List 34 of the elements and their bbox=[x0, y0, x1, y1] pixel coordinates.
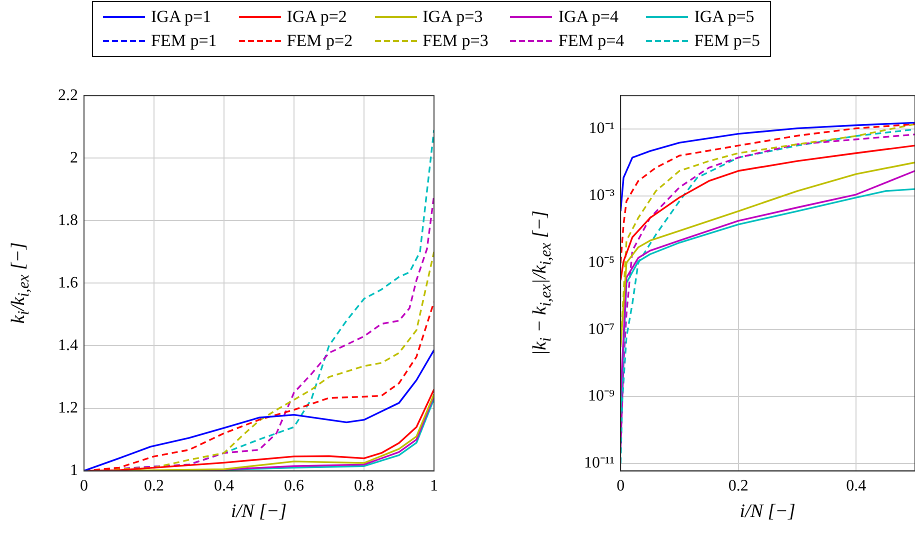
legend-label: FEM p=5 bbox=[694, 31, 760, 51]
legend-label: IGA p=5 bbox=[694, 7, 754, 27]
legend-label: FEM p=3 bbox=[422, 31, 488, 51]
y-tick-label: 10⁻¹ bbox=[588, 120, 615, 138]
legend-label: IGA p=1 bbox=[151, 7, 212, 27]
x-axis-title: i/N [−] bbox=[740, 500, 796, 523]
y-tick-label: 10⁻⁵ bbox=[588, 254, 615, 271]
y-tick-label: 1.6 bbox=[58, 274, 78, 292]
x-tick-label: 0 bbox=[80, 478, 88, 495]
legend-label: FEM p=1 bbox=[151, 31, 217, 51]
y-tick-label: 10⁻¹¹ bbox=[584, 454, 615, 472]
legend-label: IGA p=3 bbox=[422, 7, 483, 27]
y-tick-label: 1.2 bbox=[58, 399, 78, 416]
x-axis-title: i/N [−] bbox=[231, 500, 287, 523]
x-tick-label: 0.4 bbox=[846, 478, 866, 495]
y-tick-label: 2 bbox=[70, 149, 78, 166]
legend-label: IGA p=2 bbox=[286, 7, 347, 27]
x-tick-label: 0.6 bbox=[284, 478, 304, 495]
y-tick-label: 10⁻³ bbox=[588, 187, 615, 204]
x-tick-label: 0 bbox=[616, 478, 625, 495]
legend-label: IGA p=4 bbox=[558, 7, 619, 27]
y-tick-label: 1.8 bbox=[58, 212, 78, 229]
y-tick-label: 1.4 bbox=[58, 336, 78, 354]
x-tick-label: 0.8 bbox=[354, 478, 374, 495]
y-tick-label: 10⁻⁹ bbox=[588, 388, 616, 405]
y-tick-label: 2.2 bbox=[58, 86, 78, 104]
x-tick-label: 0.4 bbox=[214, 478, 234, 495]
y-tick-label: 10⁻⁷ bbox=[588, 320, 615, 338]
x-tick-label: 0.2 bbox=[144, 478, 164, 495]
x-tick-label: 0.2 bbox=[728, 478, 748, 495]
x-tick-label: 1 bbox=[430, 478, 438, 495]
y-tick-label: 1 bbox=[70, 462, 78, 480]
legend-label: FEM p=4 bbox=[558, 31, 624, 51]
legend-label: FEM p=2 bbox=[286, 31, 353, 51]
